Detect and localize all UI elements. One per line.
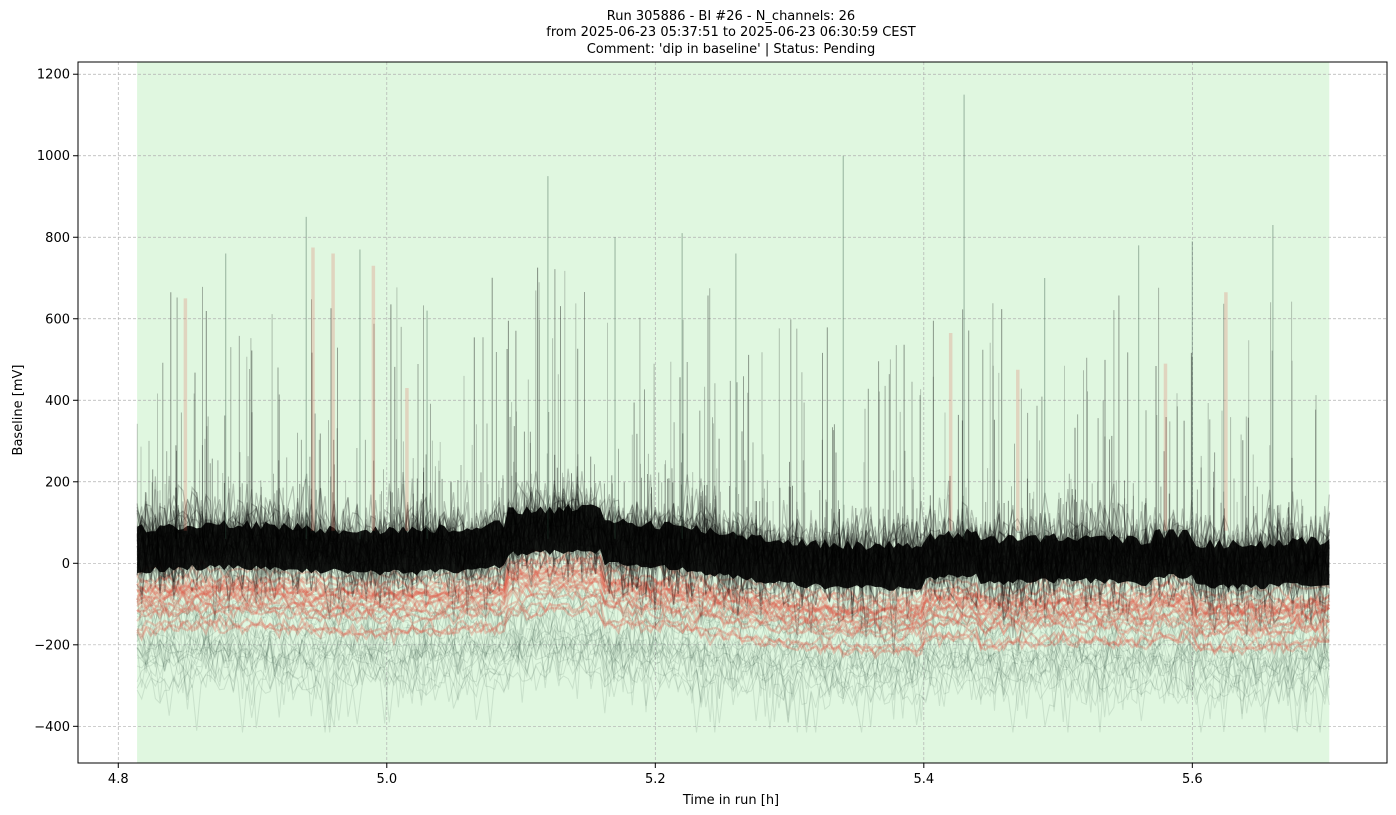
flagged-trace <box>136 582 1330 640</box>
low-trace <box>136 604 1330 693</box>
x-tick-label: 5.4 <box>913 772 934 787</box>
low-trace <box>136 593 1330 685</box>
low-trace <box>137 620 1330 723</box>
x-axis-label: Time in run [h] <box>682 793 779 808</box>
low-trace <box>136 570 1330 690</box>
low-trace <box>136 587 1330 685</box>
flagged-trace <box>136 548 1330 603</box>
flagged-trace <box>136 601 1330 658</box>
flagged-trace <box>137 559 1330 623</box>
y-tick-label: 0 <box>62 557 70 572</box>
y-axis-ticks: −400 −200 0 200 400 600 800 1000 1200 <box>34 68 78 735</box>
y-tick-label: 800 <box>45 231 70 246</box>
low-trace <box>136 583 1330 698</box>
y-tick-label: −400 <box>34 720 70 735</box>
low-trace <box>136 622 1330 723</box>
flagged-traces <box>136 548 1331 660</box>
y-tick-label: 600 <box>45 312 70 327</box>
low-trace <box>136 632 1330 727</box>
highlight-band <box>137 62 1330 763</box>
low-trace <box>136 650 1330 733</box>
title-line-2: from 2025-06-23 05:37:51 to 2025-06-23 0… <box>546 25 916 40</box>
flagged-trace <box>136 559 1330 615</box>
low-trace <box>136 637 1330 733</box>
y-tick-label: 1200 <box>37 68 70 83</box>
dense-trace <box>136 472 1330 611</box>
title-line-1: Run 305886 - BI #26 - N_channels: 26 <box>607 9 855 24</box>
low-trace <box>136 645 1330 733</box>
y-tick-label: 1000 <box>37 149 70 164</box>
low-trace <box>136 607 1330 705</box>
low-trace <box>136 624 1330 723</box>
low-trace <box>136 628 1330 733</box>
flagged-trace <box>136 557 1330 620</box>
low-trace <box>136 628 1330 711</box>
low-trace <box>136 586 1330 670</box>
low-trace <box>136 580 1330 693</box>
y-tick-label: 200 <box>45 475 70 490</box>
flagged-trace <box>136 583 1331 643</box>
x-tick-label: 4.8 <box>108 772 129 787</box>
low-trace <box>137 629 1330 729</box>
sparse-traces <box>136 570 1330 733</box>
plot-frame <box>77 61 1388 764</box>
x-tick-label: 5.2 <box>645 772 666 787</box>
chart-title: Run 305886 - BI #26 - N_channels: 26 fro… <box>546 9 916 57</box>
flagged-trace <box>136 564 1331 623</box>
low-trace <box>136 605 1330 704</box>
y-axis-label: Baseline [mV] <box>11 365 26 456</box>
x-tick-label: 5.0 <box>376 772 397 787</box>
flagged-trace <box>136 574 1331 632</box>
low-trace <box>136 592 1330 680</box>
dense-baseline-band <box>136 466 1330 657</box>
x-axis-ticks: 4.8 5.0 5.2 5.4 5.6 <box>108 763 1203 787</box>
flagged-trace <box>136 559 1330 619</box>
low-trace <box>136 594 1330 710</box>
low-trace <box>136 614 1330 720</box>
low-trace <box>136 573 1330 667</box>
x-tick-label: 5.6 <box>1182 772 1203 787</box>
low-trace <box>136 626 1330 712</box>
flagged-trace <box>136 572 1331 628</box>
flagged-trace <box>136 564 1331 619</box>
flagged-trace <box>136 550 1330 611</box>
y-tick-label: −200 <box>34 638 70 653</box>
flagged-trace <box>136 574 1330 637</box>
low-trace <box>136 646 1330 733</box>
y-tick-label: 400 <box>45 394 70 409</box>
flagged-trace <box>136 552 1331 611</box>
flagged-trace <box>136 586 1331 645</box>
low-trace <box>136 620 1330 733</box>
flagged-trace <box>136 602 1330 659</box>
flagged-trace <box>136 599 1330 660</box>
low-trace <box>136 573 1330 664</box>
highlight-region <box>137 62 1330 763</box>
dense-core <box>137 503 1330 591</box>
spike-traces <box>136 94 1317 559</box>
flagged-trace <box>136 561 1331 620</box>
title-line-3: Comment: 'dip in baseline' | Status: Pen… <box>587 42 876 57</box>
flagged-trace <box>136 574 1330 634</box>
grid-lines <box>78 62 1387 763</box>
flagged-trace <box>136 566 1331 624</box>
low-trace <box>136 610 1330 705</box>
flagged-trace <box>136 568 1331 627</box>
